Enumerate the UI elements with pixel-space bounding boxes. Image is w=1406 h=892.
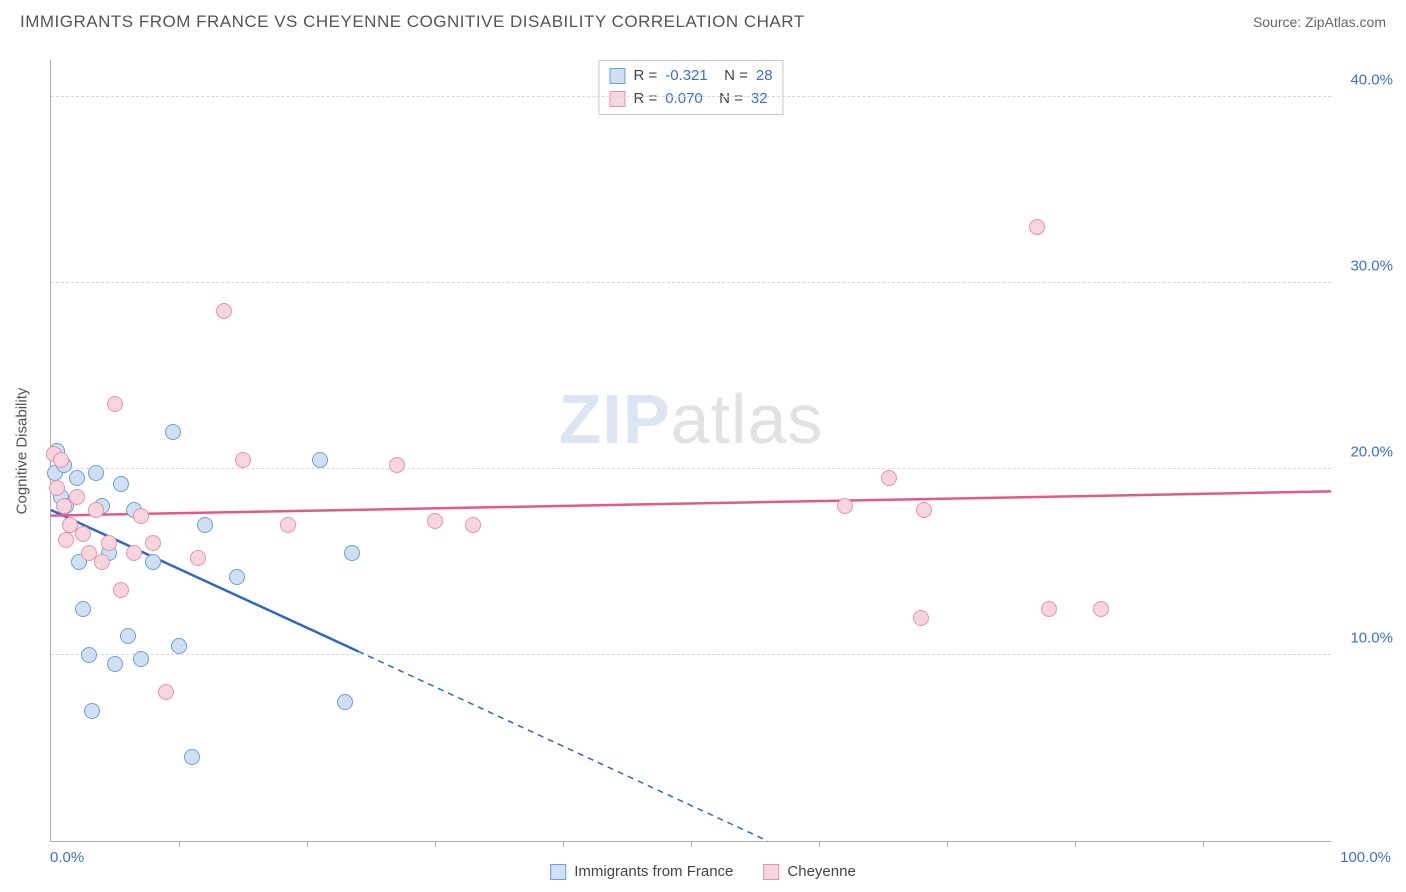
y-tick-label: 30.0% bbox=[1350, 258, 1393, 275]
data-point bbox=[145, 554, 161, 570]
bottom-legend: Immigrants from France Cheyenne bbox=[550, 863, 856, 880]
data-point bbox=[75, 526, 91, 542]
data-point bbox=[190, 550, 206, 566]
chart-title: IMMIGRANTS FROM FRANCE VS CHEYENNE COGNI… bbox=[20, 12, 805, 32]
legend-swatch bbox=[609, 68, 625, 84]
legend-item: Immigrants from France bbox=[550, 863, 733, 880]
data-point bbox=[197, 517, 213, 533]
x-tick bbox=[1203, 841, 1204, 847]
stats-row: R = -0.321 N = 28 bbox=[609, 65, 772, 88]
data-point bbox=[165, 424, 181, 440]
legend-swatch bbox=[609, 91, 625, 107]
data-point bbox=[337, 694, 353, 710]
y-tick-label: 20.0% bbox=[1350, 444, 1393, 461]
data-point bbox=[913, 610, 929, 626]
data-point bbox=[107, 396, 123, 412]
data-point bbox=[389, 457, 405, 473]
stat-r-label: R = bbox=[633, 65, 657, 88]
x-axis-max-label: 100.0% bbox=[1340, 849, 1391, 866]
stats-legend-box: R = -0.321 N = 28R = 0.070 N = 32 bbox=[598, 60, 783, 115]
data-point bbox=[101, 535, 117, 551]
stat-r-value: -0.321 bbox=[665, 65, 708, 88]
data-point bbox=[88, 465, 104, 481]
gridline bbox=[51, 468, 1331, 469]
data-point bbox=[113, 476, 129, 492]
data-point bbox=[1029, 219, 1045, 235]
data-point bbox=[171, 638, 187, 654]
source-attribution: Source: ZipAtlas.com bbox=[1253, 14, 1386, 30]
data-point bbox=[107, 656, 123, 672]
stat-r-label: R = bbox=[633, 88, 657, 111]
gridline bbox=[51, 282, 1331, 283]
x-tick bbox=[435, 841, 436, 847]
regression-lines bbox=[51, 60, 1331, 841]
data-point bbox=[184, 749, 200, 765]
data-point bbox=[881, 470, 897, 486]
gridline bbox=[51, 96, 1331, 97]
y-tick-label: 40.0% bbox=[1350, 72, 1393, 89]
data-point bbox=[69, 470, 85, 486]
data-point bbox=[120, 628, 136, 644]
data-point bbox=[88, 502, 104, 518]
data-point bbox=[113, 582, 129, 598]
data-point bbox=[427, 513, 443, 529]
data-point bbox=[145, 535, 161, 551]
x-tick bbox=[179, 841, 180, 847]
stat-n-label: N = bbox=[711, 88, 743, 111]
x-tick bbox=[691, 841, 692, 847]
data-point bbox=[216, 303, 232, 319]
watermark: ZIPatlas bbox=[559, 379, 824, 459]
data-point bbox=[837, 498, 853, 514]
x-tick bbox=[947, 841, 948, 847]
stat-n-value: 32 bbox=[751, 88, 768, 111]
chart-container: Cognitive Disability ZIPatlas R = -0.321… bbox=[50, 60, 1331, 842]
data-point bbox=[235, 452, 251, 468]
data-point bbox=[1093, 601, 1109, 617]
data-point bbox=[916, 502, 932, 518]
data-point bbox=[53, 452, 69, 468]
y-tick-label: 10.0% bbox=[1350, 630, 1393, 647]
data-point bbox=[81, 647, 97, 663]
data-point bbox=[75, 601, 91, 617]
x-tick bbox=[819, 841, 820, 847]
data-point bbox=[158, 684, 174, 700]
data-point bbox=[344, 545, 360, 561]
legend-swatch bbox=[550, 864, 566, 880]
x-tick bbox=[563, 841, 564, 847]
data-point bbox=[69, 489, 85, 505]
legend-item: Cheyenne bbox=[763, 863, 855, 880]
data-point bbox=[126, 545, 142, 561]
data-point bbox=[133, 508, 149, 524]
x-tick bbox=[307, 841, 308, 847]
data-point bbox=[94, 554, 110, 570]
x-axis-min-label: 0.0% bbox=[50, 849, 84, 866]
plot-area: ZIPatlas R = -0.321 N = 28R = 0.070 N = … bbox=[50, 60, 1331, 842]
data-point bbox=[229, 569, 245, 585]
stat-n-value: 28 bbox=[756, 65, 773, 88]
legend-swatch bbox=[763, 864, 779, 880]
legend-label: Cheyenne bbox=[787, 863, 855, 880]
gridline bbox=[51, 654, 1331, 655]
data-point bbox=[1041, 601, 1057, 617]
stat-n-label: N = bbox=[716, 65, 748, 88]
legend-label: Immigrants from France bbox=[574, 863, 733, 880]
data-point bbox=[133, 651, 149, 667]
data-point bbox=[312, 452, 328, 468]
y-axis-title: Cognitive Disability bbox=[14, 388, 31, 515]
stat-r-value: 0.070 bbox=[665, 88, 703, 111]
x-tick bbox=[1075, 841, 1076, 847]
data-point bbox=[49, 480, 65, 496]
data-point bbox=[280, 517, 296, 533]
data-point bbox=[465, 517, 481, 533]
data-point bbox=[84, 703, 100, 719]
data-point bbox=[58, 532, 74, 548]
stats-row: R = 0.070 N = 32 bbox=[609, 88, 772, 111]
